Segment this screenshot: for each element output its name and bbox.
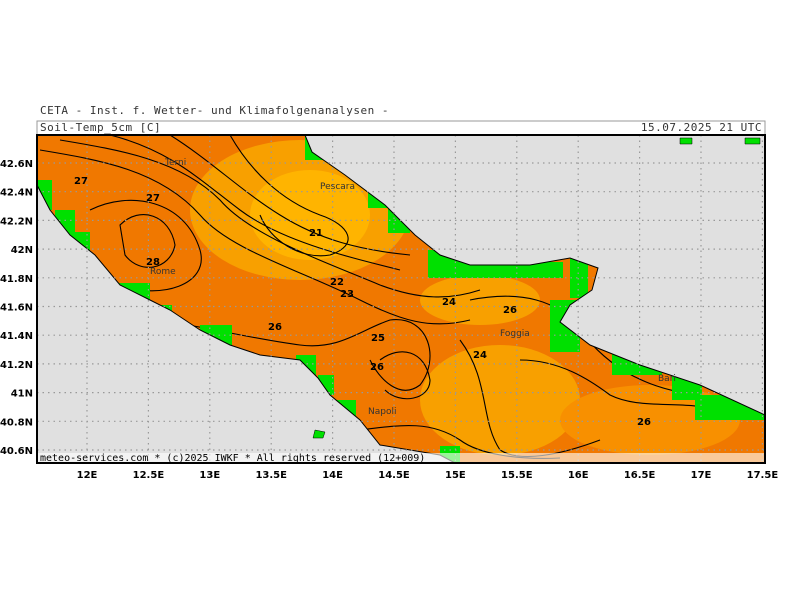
- lon-label: 16.5E: [624, 470, 656, 481]
- coastline: [37, 135, 765, 463]
- lon-label: 13.5E: [255, 470, 287, 481]
- city-label: Terni: [164, 158, 186, 168]
- header-valid-time: 15.07.2025 21 UTC: [641, 121, 762, 134]
- lon-label: 16E: [568, 470, 589, 481]
- map-frame: [36, 134, 766, 464]
- lon-label: 17.5E: [747, 470, 779, 481]
- lat-label: 42.4N: [0, 188, 33, 199]
- contour-label: 26: [370, 362, 384, 373]
- contour-label: 25: [371, 333, 385, 344]
- contour-label: 26: [503, 305, 517, 316]
- lon-label: 14.5E: [378, 470, 410, 481]
- city-label: Bari: [658, 374, 676, 384]
- lat-label: 41.6N: [0, 303, 33, 314]
- map-area: meteo-services.com * (c)2025 IWKF * All …: [37, 135, 765, 464]
- contour-label: 28: [146, 257, 160, 268]
- lat-label: 40.8N: [0, 417, 33, 428]
- labels: 42.6N 42.4N 42.2N 42N 41.8N 41.6N 41.4N 41.2N 41…: [0, 158, 778, 481]
- lat-label: 41.8N: [0, 274, 33, 285]
- lon-label: 14E: [322, 470, 343, 481]
- graticule: [37, 135, 765, 463]
- footer: meteo-services.com * (c)2025 IWKF * All …: [40, 453, 425, 464]
- lon-label: 12.5E: [133, 470, 165, 481]
- footer-band: [37, 453, 765, 463]
- contour-label: 22: [330, 277, 344, 288]
- contour-label: 24: [473, 350, 487, 361]
- temp-zone: [420, 345, 580, 455]
- contour-label: 26: [268, 322, 282, 333]
- city-label: Rome: [150, 267, 176, 277]
- lat-label: 40.6N: [0, 446, 33, 457]
- city-label: Napoli: [368, 407, 396, 417]
- islands: [312, 137, 761, 439]
- contour-label: 27: [146, 193, 160, 204]
- lat-label: 41.4N: [0, 331, 33, 342]
- header-parameter: Soil-Temp_5cm [C]: [40, 121, 161, 134]
- city-label: Foggia: [500, 329, 530, 339]
- lat-label: 42N: [11, 245, 33, 256]
- lat-label: 42.6N: [0, 159, 33, 170]
- lon-label: 13E: [199, 470, 220, 481]
- contour-label: 26: [637, 417, 651, 428]
- lat-label: 41.2N: [0, 360, 33, 371]
- lon-label: 15.5E: [501, 470, 533, 481]
- lon-label: 17E: [691, 470, 712, 481]
- lon-label: 15E: [445, 470, 466, 481]
- temp-zone: [420, 275, 540, 325]
- contour-label: 21: [309, 228, 323, 239]
- city-label: Pescara: [320, 182, 355, 192]
- header-institute: CETA - Inst. f. Wetter- und Klimafolgena…: [40, 104, 389, 117]
- lon-label: 12E: [77, 470, 98, 481]
- lat-label: 41N: [11, 389, 33, 400]
- contour-label: 27: [74, 176, 88, 187]
- contour-label: 24: [442, 297, 456, 308]
- contour-label: 23: [340, 289, 354, 300]
- lat-label: 42.2N: [0, 216, 33, 227]
